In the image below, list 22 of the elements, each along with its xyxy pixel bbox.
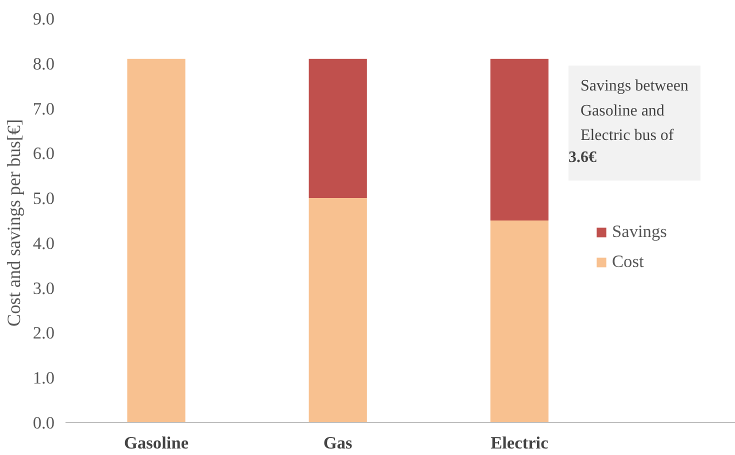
bar — [490, 58, 548, 220]
y-tick-label: 6.0 — [32, 144, 55, 164]
y-tick-label: 3.0 — [32, 278, 55, 298]
y-tick-label: 0.0 — [32, 414, 55, 432]
y-tick-label: 4.0 — [32, 234, 55, 253]
y-tick-label: 9.0 — [32, 10, 55, 28]
legend-label: Cost — [612, 252, 644, 272]
legend-label: Savings — [612, 222, 667, 242]
y-tick-label: 8.0 — [32, 54, 55, 74]
x-tick-label: Gas — [323, 434, 353, 452]
y-axis-title: Cost and savings per bus[€] — [4, 119, 25, 326]
y-tick-label: 1.0 — [32, 368, 55, 388]
x-tick-label: Gasoline — [124, 434, 189, 452]
bar — [490, 220, 548, 422]
bar — [308, 58, 367, 198]
x-tick-label: Electric — [490, 434, 549, 452]
annotation: Savings between Gasoline and Electric bus of 3.6€ — [568, 78, 688, 166]
y-tick-label: 7.0 — [32, 99, 55, 118]
y-tick-label: 2.0 — [32, 324, 55, 343]
bar — [127, 58, 186, 422]
y-tick-label: 5.0 — [32, 189, 55, 208]
bar — [308, 198, 367, 422]
